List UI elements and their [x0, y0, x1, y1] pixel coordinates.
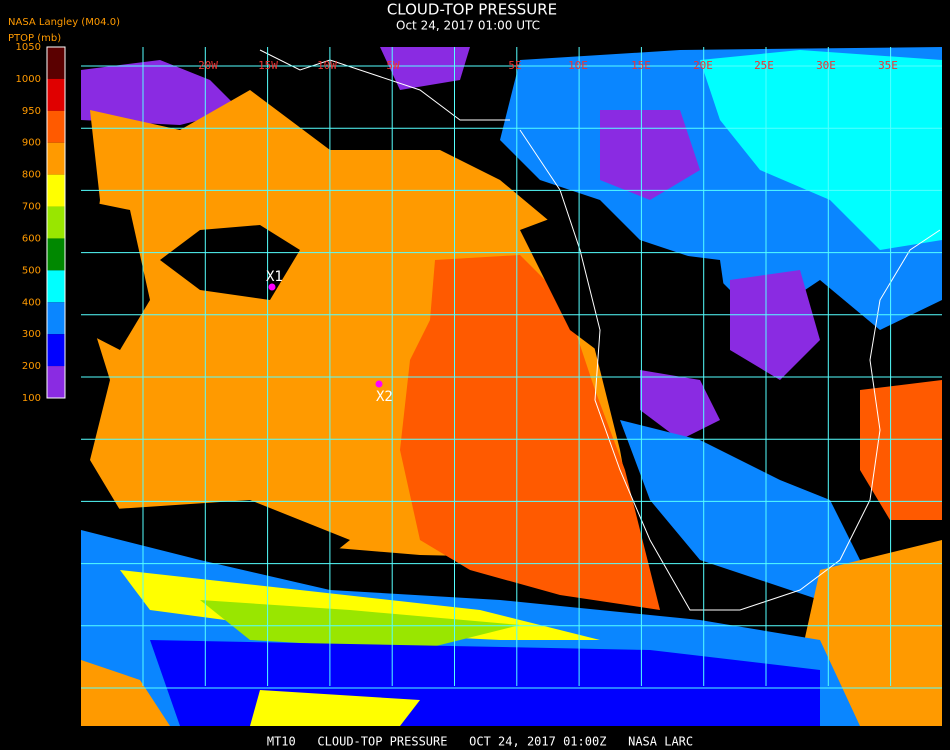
legend-swatch — [47, 174, 65, 207]
coastline — [519, 129, 941, 611]
grid-label: 25E — [754, 59, 774, 72]
grid — [81, 47, 942, 689]
legend-label: 950 — [22, 106, 41, 117]
marker-label: X1 — [266, 269, 283, 285]
legend-swatch — [47, 302, 65, 335]
grid-label: 10W — [317, 59, 337, 72]
cloud — [860, 380, 942, 520]
map — [81, 47, 942, 726]
legend-frame — [46, 46, 66, 399]
legend-swatch — [47, 238, 65, 271]
clear — [81, 200, 150, 350]
legend-label: 900 — [22, 138, 41, 149]
legend-swatch — [47, 47, 65, 79]
title: CLOUD-TOP PRESSURE — [387, 1, 557, 19]
footer: MT10 CLOUD-TOP PRESSURE OCT 24, 2017 01:… — [267, 735, 693, 749]
legend-label: 400 — [22, 297, 41, 308]
cloud — [700, 50, 942, 250]
grid-label: 20E — [693, 59, 713, 72]
legend-swatch — [47, 206, 65, 239]
grid-label: 30E — [816, 59, 836, 72]
legend-label: 100 — [22, 393, 41, 404]
marker-dot — [375, 380, 383, 388]
legend-swatch — [47, 78, 65, 111]
marker-label: X2 — [376, 389, 393, 405]
grid-label: 10E — [568, 59, 588, 72]
legend: 1050 1000 950 900 800 700 600 500 400 300 200 100 — [16, 42, 66, 404]
grid-label: 20W — [198, 59, 218, 72]
cloud — [200, 600, 520, 650]
grid-label: 15W — [258, 59, 278, 72]
legend-swatch — [47, 142, 65, 175]
cloud — [600, 110, 700, 200]
cloud — [400, 255, 660, 610]
legend-label: 800 — [22, 170, 41, 181]
grid-label: 5W — [386, 59, 400, 72]
subtitle: Oct 24, 2017 01:00 UTC — [396, 19, 540, 33]
clear — [160, 225, 300, 300]
cloud — [620, 420, 860, 600]
legend-label: 500 — [22, 265, 41, 276]
cloud — [81, 60, 240, 125]
legend-swatch — [47, 110, 65, 143]
clear — [520, 200, 640, 360]
grid-label: 5E — [508, 59, 521, 72]
cloud — [380, 47, 470, 90]
source: NASA Langley (M04.0) — [8, 17, 120, 28]
legend-label: 600 — [22, 233, 41, 244]
legend-label: 300 — [22, 329, 41, 340]
grid-label: 35E — [878, 59, 898, 72]
legend-label: 700 — [22, 202, 41, 213]
cloud — [81, 660, 170, 726]
cloud — [250, 690, 420, 726]
legend-swatch — [47, 270, 65, 303]
legend-swatch — [47, 366, 65, 398]
legend-title: PTOP (mb) — [8, 33, 61, 44]
marker-dot — [268, 283, 276, 291]
legend-label: 1050 — [16, 42, 41, 53]
cloud — [640, 370, 720, 440]
coastline — [259, 49, 510, 121]
cloud — [730, 270, 820, 380]
legend-label: 200 — [22, 361, 41, 372]
grid-label: 15E — [631, 59, 651, 72]
legend-swatch — [47, 334, 65, 367]
legend-label: 1000 — [16, 74, 41, 85]
